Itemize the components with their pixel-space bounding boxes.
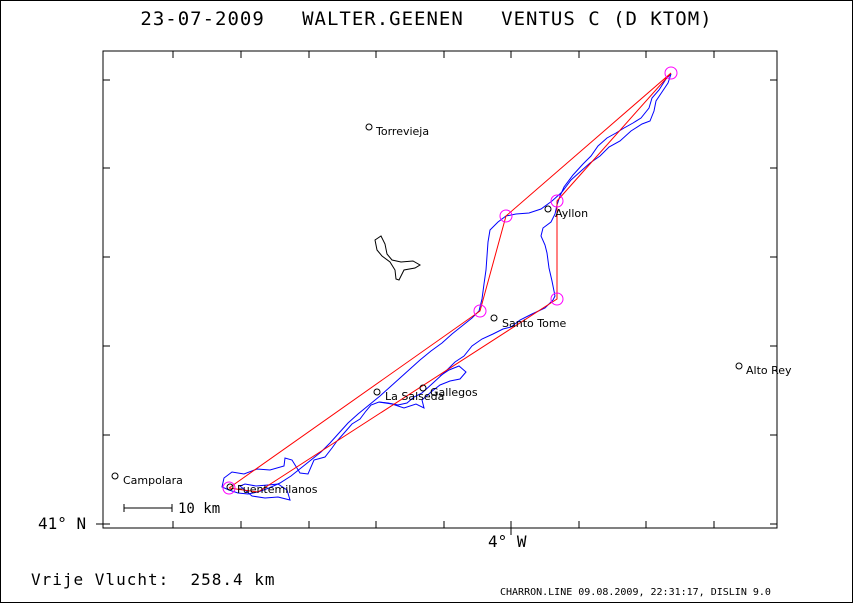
turnpoint-circle [499,209,513,223]
map-title: 23-07-2009 WALTER.GEENEN VENTUS C (D KTO… [0,8,853,30]
title-date: 23-07-2009 [140,8,265,30]
plot-frame [102,50,778,529]
turnpoint-circle [550,194,564,208]
place-dot-la-salseda [373,388,381,396]
place-label-campolara: Campolara [123,474,183,487]
turnpoint-circle [664,66,678,80]
place-label-santo-tome: Santo Tome [502,317,567,330]
longitude-label: 4° W [488,532,527,551]
place-dot-torrevieja [365,123,373,131]
place-dot-gallegos [419,384,427,392]
turnpoint-circle [550,292,564,306]
place-label-fuentemilanos: Fuentemilanos [237,483,318,496]
distance-summary: Vrije Vlucht: 258.4 km [31,570,276,589]
title-glider: VENTUS C (D KTOM) [501,8,713,30]
place-label-torrevieja: Torrevieja [375,125,429,138]
place-dot-ayllon [544,205,552,213]
flight-track-segment [239,483,291,501]
flight-track-segment-2 [378,365,467,409]
scale-bar: 10 km [123,501,220,517]
latitude-label: 41° N [38,514,86,533]
task-route [228,72,672,493]
place-dot-alto-rey [735,362,743,370]
turnpoints [222,66,678,495]
place-dot-campolara [111,472,119,480]
place-label-ayllon: Ayllon [555,207,588,220]
place-label-la-salseda: La Salseda [385,390,444,403]
turnpoint-circle [222,481,236,495]
title-pilot: WALTER.GEENEN [302,8,464,30]
distance-label: Vrije Vlucht: [31,570,170,589]
footer-info: CHARRON.LINE 09.08.2009, 22:31:17, DISLI… [500,587,771,598]
scale-bar-label: 10 km [178,501,220,517]
place-label-gallegos: Gallegos [430,386,478,399]
place-dot-fuentemilanos [226,483,234,491]
place-dot-santo-tome [490,314,498,322]
place-markers: Torrevieja Ayllon Santo Tome Alto Rey La… [111,123,792,496]
place-label-alto-rey: Alto Rey [746,364,792,377]
turnpoint-circle [473,304,487,318]
distance-value: 258.4 km [190,570,276,589]
flight-track [221,73,672,495]
axis-ticks [96,51,777,535]
lake-outline [374,235,421,281]
